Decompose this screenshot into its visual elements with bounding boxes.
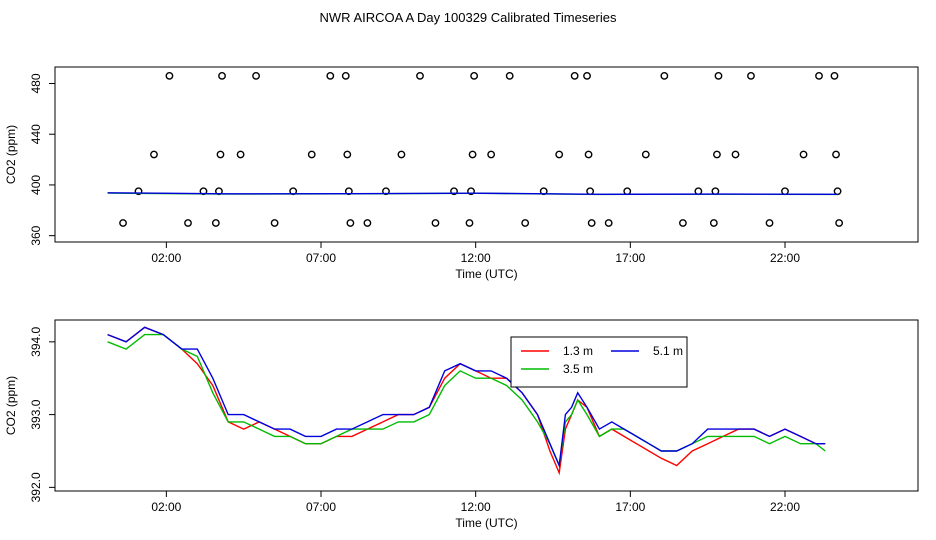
x-tick-label: 02:00 xyxy=(151,251,181,265)
data-point xyxy=(584,150,593,159)
data-point xyxy=(747,71,755,80)
y-axis-label: CO2 (ppm) xyxy=(4,125,18,184)
data-point xyxy=(211,219,220,227)
y-tick-label: 440 xyxy=(29,124,43,144)
y-tick-label: 400 xyxy=(29,175,43,195)
data-point xyxy=(799,150,808,159)
data-point xyxy=(679,219,687,227)
data-point xyxy=(134,187,143,196)
y-axis-label: CO2 (ppm) xyxy=(4,376,18,435)
data-point xyxy=(714,71,723,80)
series-line-2 xyxy=(107,333,826,469)
data-point xyxy=(343,150,352,159)
line-panel: 02:00 07:00 12:00 17:00 22:00 392.0 393.0 394.0… xyxy=(4,319,919,530)
data-point xyxy=(835,219,844,227)
data-point xyxy=(363,219,372,227)
series-line-1 xyxy=(107,326,826,476)
y-tick-label: 393.0 xyxy=(29,399,43,429)
data-point xyxy=(468,150,477,159)
scatter-panel: 02:00 07:00 12:00 17:00 22:00 360 400 440 480 Tim… xyxy=(4,66,919,281)
y-tick-label: 394.0 xyxy=(29,326,43,356)
data-point xyxy=(467,187,475,196)
data-point xyxy=(165,71,174,80)
y-tick-label: 360 xyxy=(29,225,43,245)
data-point xyxy=(505,71,514,80)
y-tick-label: 392.0 xyxy=(29,472,43,502)
plot-frame xyxy=(54,319,919,492)
data-point xyxy=(346,219,355,227)
x-tick-label: 17:00 xyxy=(615,500,645,514)
series-line-3 xyxy=(107,192,838,196)
data-point xyxy=(216,150,225,159)
data-point xyxy=(830,71,839,80)
data-point xyxy=(450,187,458,196)
data-point xyxy=(382,187,390,196)
data-point xyxy=(832,150,840,159)
data-point xyxy=(341,71,350,80)
legend-entry: 1.3 m xyxy=(563,344,593,358)
data-point xyxy=(487,150,496,159)
data-point xyxy=(236,150,245,159)
data-point xyxy=(307,150,316,159)
x-tick-label: 02:00 xyxy=(151,500,181,514)
data-point xyxy=(465,219,474,227)
data-point xyxy=(150,150,158,159)
x-tick-label: 07:00 xyxy=(306,251,336,265)
data-point xyxy=(119,219,127,227)
x-tick-label: 12:00 xyxy=(461,251,491,265)
data-point xyxy=(660,71,669,80)
y-tick-label: 480 xyxy=(29,73,43,93)
data-point xyxy=(555,150,564,159)
x-tick-label: 12:00 xyxy=(461,500,491,514)
x-axis-label: Time (UTC) xyxy=(455,267,517,281)
data-point xyxy=(604,219,613,227)
data-point xyxy=(765,219,774,227)
legend-box xyxy=(510,336,688,388)
data-point xyxy=(252,71,260,80)
data-point xyxy=(218,71,226,80)
plot-frame xyxy=(54,66,919,243)
x-tick-label: 07:00 xyxy=(306,500,336,514)
x-tick-label: 17:00 xyxy=(615,251,645,265)
data-point xyxy=(397,150,406,159)
data-point xyxy=(521,219,530,227)
legend: 1.3 m 3.5 m 5.1 m xyxy=(510,336,688,388)
data-point xyxy=(583,71,591,80)
data-point xyxy=(709,219,718,227)
data-point xyxy=(431,219,440,227)
data-point xyxy=(731,150,740,159)
data-point xyxy=(713,150,721,159)
data-point xyxy=(815,71,823,80)
data-point xyxy=(833,187,842,196)
x-axis-label: Time (UTC) xyxy=(455,516,517,530)
data-point xyxy=(184,219,192,227)
data-point xyxy=(326,71,335,80)
legend-entry: 3.5 m xyxy=(563,362,593,376)
data-point xyxy=(416,71,424,80)
data-point xyxy=(570,71,579,80)
data-point xyxy=(641,150,650,159)
data-point xyxy=(587,219,596,227)
x-tick-label: 22:00 xyxy=(770,500,800,514)
series-line-3 xyxy=(107,326,826,469)
data-point xyxy=(623,187,632,196)
x-tick-label: 22:00 xyxy=(770,251,800,265)
legend-entry: 5.1 m xyxy=(653,344,683,358)
page-title: NWR AIRCOA A Day 100329 Calibrated Times… xyxy=(319,10,617,25)
data-point xyxy=(270,219,279,227)
data-point xyxy=(470,71,479,80)
